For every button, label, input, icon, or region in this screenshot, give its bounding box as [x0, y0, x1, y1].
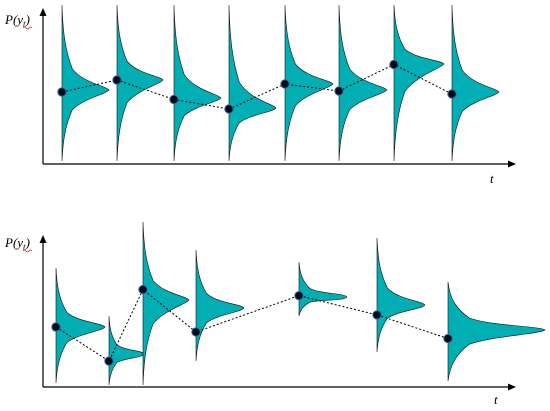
- bottom-y-label-squiggle: [22, 249, 33, 253]
- top-y-axis-label: P(yt): [4, 12, 30, 29]
- bot-sample-point-1: [104, 356, 114, 366]
- bot-distribution-6: [447, 281, 546, 382]
- bot-sample-point-2: [138, 284, 148, 295]
- top-sample-point-5: [334, 86, 344, 96]
- top-sample-point-0: [57, 87, 67, 97]
- bot-distribution-5: [376, 237, 426, 353]
- top-distributions: [61, 4, 500, 162]
- top-distribution-4: [284, 4, 334, 162]
- bottom-points: [51, 284, 453, 366]
- bottom-x-axis-label: t: [494, 392, 498, 407]
- top-distribution-6: [393, 4, 445, 162]
- top-distribution-0: [61, 4, 110, 162]
- top-panel: P(yt) t: [4, 4, 516, 186]
- bottom-distributions: [55, 221, 546, 386]
- top-x-axis-arrow: [508, 160, 516, 168]
- bottom-y-axis-arrow: [39, 235, 47, 243]
- bot-distribution-1: [108, 315, 145, 386]
- top-sample-point-1: [112, 75, 122, 85]
- bot-sample-point-0: [51, 322, 61, 332]
- top-sample-point-6: [389, 59, 399, 70]
- bot-distribution-2: [142, 221, 190, 386]
- bottom-panel: P(yt) t: [4, 221, 546, 407]
- bot-distribution-4: [298, 261, 348, 317]
- bot-sample-point-4: [294, 290, 304, 301]
- top-points: [57, 59, 457, 114]
- bottom-y-axis-label: P(yt): [4, 235, 30, 252]
- top-sample-point-7: [447, 89, 457, 99]
- top-distribution-7: [451, 4, 500, 162]
- top-distribution-2: [173, 4, 222, 162]
- top-sample-point-3: [224, 104, 234, 114]
- top-distribution-3: [228, 4, 277, 162]
- bot-distribution-0: [55, 267, 106, 384]
- top-sample-point-2: [169, 94, 179, 105]
- bot-distribution-3: [195, 249, 245, 362]
- top-x-axis-label: t: [490, 171, 494, 186]
- bot-sample-point-6: [443, 333, 453, 344]
- top-y-label-squiggle: [22, 26, 33, 30]
- top-distribution-5: [338, 4, 388, 162]
- bot-sample-point-5: [372, 310, 382, 320]
- top-distribution-1: [116, 4, 164, 162]
- top-sample-point-4: [280, 79, 290, 89]
- bottom-x-axis-arrow: [508, 383, 516, 391]
- top-y-axis-arrow: [39, 8, 47, 16]
- bot-sample-point-3: [191, 327, 201, 337]
